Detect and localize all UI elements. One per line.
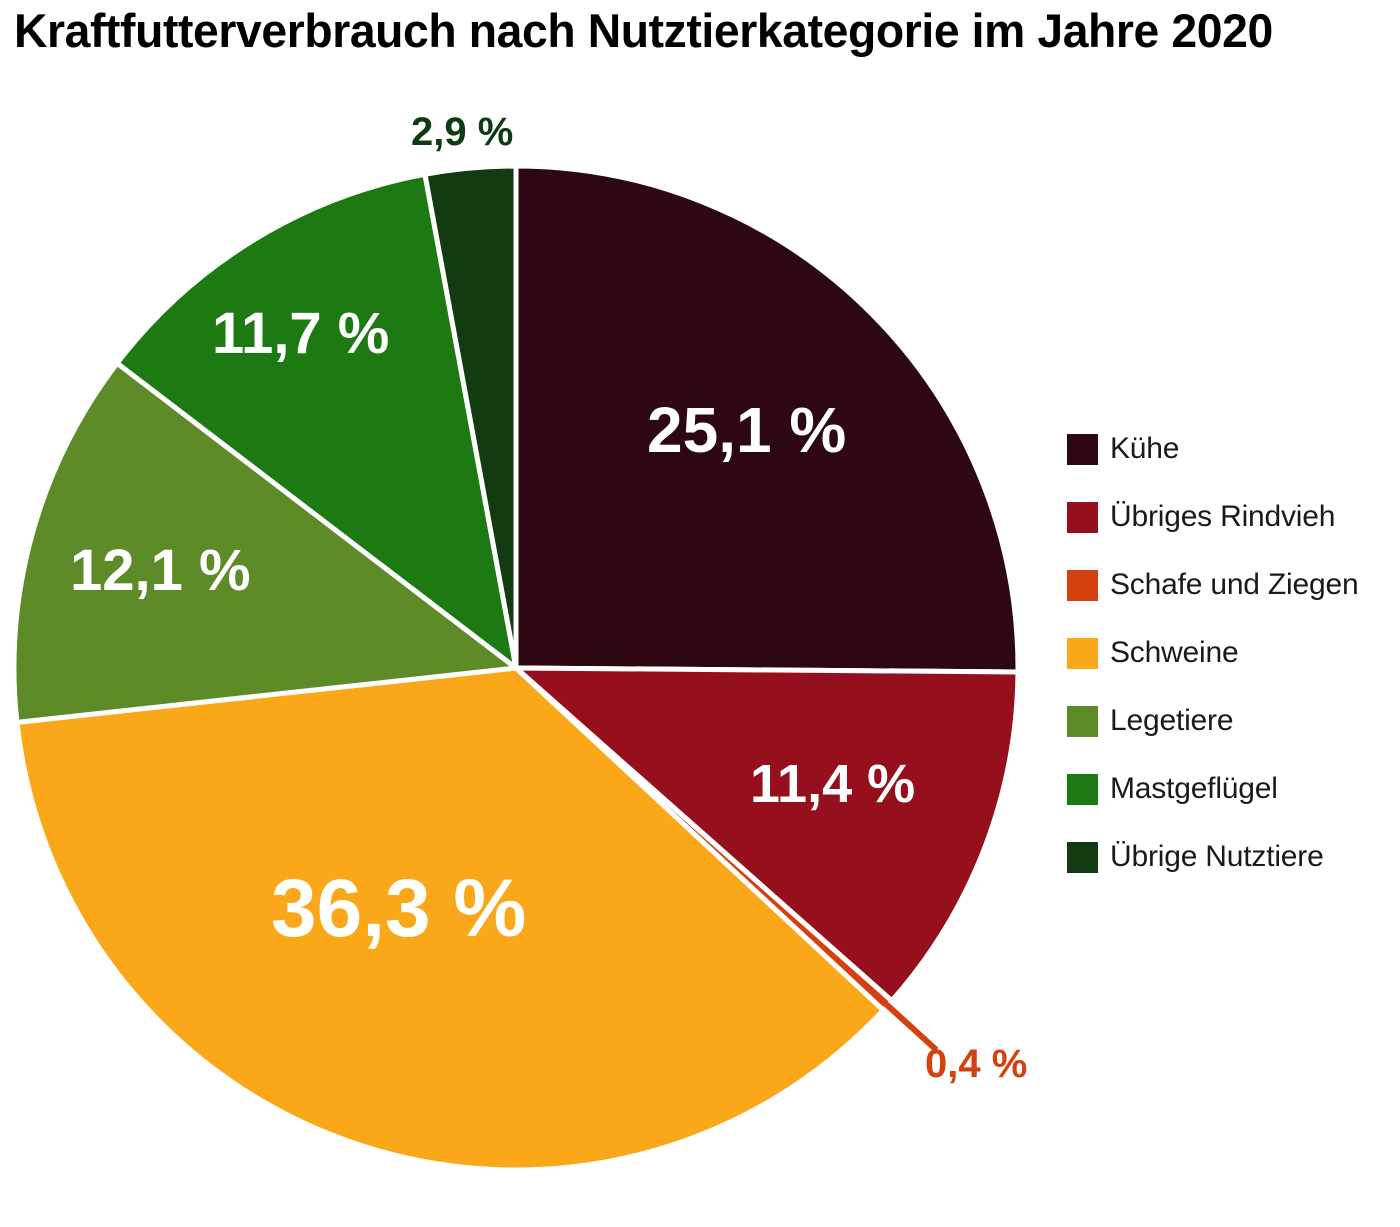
pie-chart: 25,1 % 11,4 % 0,4 % 36,3 % 12,1 % 11,7 %… — [11, 110, 1028, 1173]
legend-item-kuehe[interactable]: Kühe — [1067, 415, 1400, 483]
legend-item-uebrige-nutztiere[interactable]: Übrige Nutztiere — [1067, 823, 1400, 891]
leader-line-group — [881, 999, 939, 1053]
legend-item-uebriges-rindvieh[interactable]: Übriges Rindvieh — [1067, 483, 1400, 551]
slice-value-uebriges-rindvieh: 11,4 % — [750, 754, 916, 814]
page-title: Kraftfutterverbrauch nach Nutztierkatego… — [14, 4, 1273, 57]
legend-item-schafe-und-ziegen[interactable]: Schafe und Ziegen — [1067, 551, 1400, 619]
legend-item-schweine[interactable]: Schweine — [1067, 619, 1400, 687]
legend-label-kuehe: Kühe — [1110, 432, 1180, 465]
leader-line-schafe-und-ziegen — [881, 999, 939, 1053]
legend-label-uebriges-rindvieh: Übriges Rindvieh — [1110, 500, 1336, 533]
legend-swatch-legetiere — [1067, 705, 1098, 737]
legend-label-legetiere: Legetiere — [1110, 704, 1234, 737]
pie-slice-uebrige-nutztiere[interactable] — [422, 163, 519, 671]
slice-value-mastgefluegel: 11,7 % — [212, 301, 390, 366]
legend-label-schweine: Schweine — [1110, 636, 1239, 669]
pie-slice-kuehe[interactable] — [513, 163, 1021, 675]
pie-slice-group — [11, 163, 1021, 1173]
legend-swatch-uebrige-nutztiere — [1067, 841, 1098, 873]
legend-label-uebrige-nutztiere: Übrige Nutztiere — [1110, 840, 1324, 873]
legend-swatch-schweine — [1067, 637, 1098, 669]
legend-label-mastgefluegel: Mastgeflügel — [1110, 772, 1278, 805]
legend: Kühe Übriges Rindvieh Schafe und Ziegen Sch… — [1067, 415, 1400, 891]
legend-label-schafe-und-ziegen: Schafe und Ziegen — [1110, 568, 1359, 601]
legend-swatch-kuehe — [1067, 433, 1098, 465]
legend-item-mastgefluegel[interactable]: Mastgeflügel — [1067, 755, 1400, 823]
legend-swatch-mastgefluegel — [1067, 773, 1098, 805]
slice-value-kuehe: 25,1 % — [647, 394, 847, 466]
pie-slice-schweine[interactable] — [14, 665, 886, 1173]
pie-slice-uebriges-rindvieh[interactable] — [513, 665, 1021, 1004]
pie-slice-mastgefluegel[interactable] — [114, 171, 519, 671]
pie-slice-legetiere[interactable] — [11, 360, 519, 725]
legend-swatch-schafe-und-ziegen — [1067, 569, 1098, 601]
legend-swatch-uebriges-rindvieh — [1067, 501, 1098, 533]
slice-value-schweine: 36,3 % — [271, 863, 527, 954]
slice-value-schafe-und-ziegen: 0,4 % — [925, 1042, 1028, 1086]
pie-chart-svg — [11, 163, 1021, 1173]
slice-value-uebrige-nutztiere: 2,9 % — [411, 110, 514, 154]
legend-item-legetiere[interactable]: Legetiere — [1067, 687, 1400, 755]
slice-value-legetiere: 12,1 % — [70, 538, 251, 603]
